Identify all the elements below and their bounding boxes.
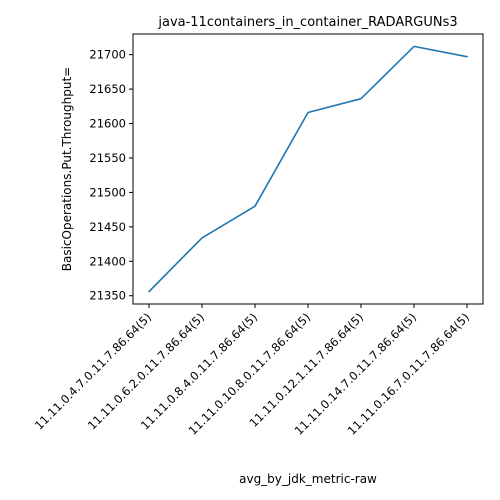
series-line <box>148 45 468 293</box>
y-tick-label: 21400 <box>89 254 126 268</box>
plot-frame <box>132 33 484 305</box>
series-layer <box>148 45 468 293</box>
chart-title: java-11containers_in_container_RADARGUNs… <box>157 15 457 30</box>
y-tick-label: 21600 <box>89 117 126 131</box>
y-tick-label: 21650 <box>89 82 126 96</box>
y-tick-label: 21350 <box>89 289 126 303</box>
y-tick-label: 21500 <box>89 185 126 199</box>
y-axis: 21350 21400 21450 21500 21550 21600 21650 21700 <box>89 48 133 303</box>
y-tick-label: 21700 <box>89 48 126 62</box>
y-tick-label: 21550 <box>89 151 126 165</box>
y-tick-label: 21450 <box>89 220 126 234</box>
x-axis-label: avg_by_jdk_metric-raw <box>239 472 377 486</box>
x-axis: 11.11.0.4.7.0.11.7.86.64(5)11.11.0.6.2.0… <box>32 304 472 438</box>
y-axis-label: BasicOperations.Put.Throughput= <box>60 67 74 271</box>
